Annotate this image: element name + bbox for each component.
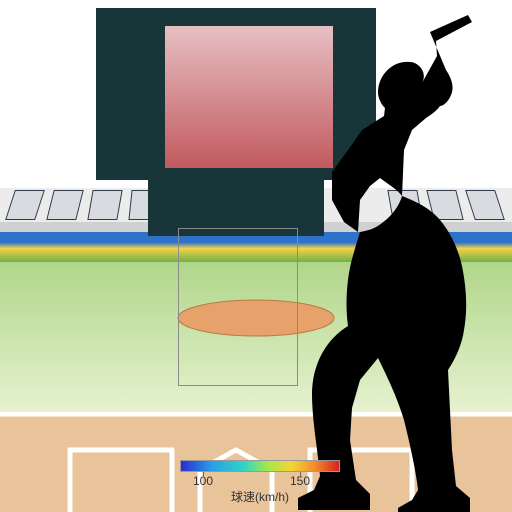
chart-canvas: 100 150 球速(km/h): [0, 0, 512, 512]
speed-legend-title: 球速(km/h): [180, 488, 340, 505]
speed-legend-ticks: 100 150: [0, 0, 512, 512]
legend-tick: 150: [290, 474, 310, 488]
legend-tick: 100: [193, 474, 213, 488]
